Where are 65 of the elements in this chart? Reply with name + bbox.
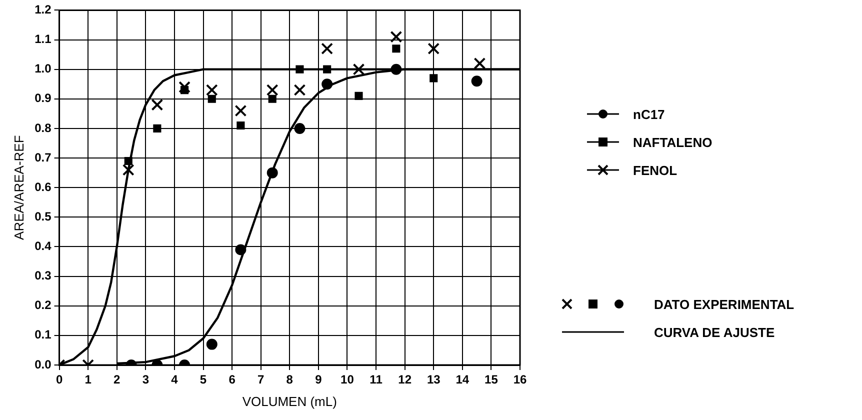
point bbox=[390, 30, 402, 43]
x-tick-label: 1 bbox=[84, 372, 92, 387]
point bbox=[474, 57, 486, 70]
y-tick-label: 0.4 bbox=[34, 239, 52, 254]
point bbox=[430, 74, 438, 82]
legend-label: CURVA DE AJUSTE bbox=[654, 324, 775, 340]
point bbox=[352, 63, 365, 76]
y-tick-label: 0.8 bbox=[34, 120, 52, 135]
point bbox=[124, 156, 132, 166]
point bbox=[268, 94, 276, 103]
y-tick-label: 0.2 bbox=[34, 298, 52, 312]
point bbox=[321, 42, 334, 55]
x-tick-label: 9 bbox=[315, 372, 322, 387]
point bbox=[208, 94, 216, 103]
point bbox=[266, 84, 278, 96]
x-tick-label: 6 bbox=[228, 372, 236, 387]
point bbox=[294, 122, 306, 134]
point bbox=[390, 64, 402, 75]
point bbox=[178, 81, 190, 94]
x-tick-label: 0 bbox=[56, 372, 63, 387]
point bbox=[122, 164, 134, 176]
x-tick-label: 7 bbox=[258, 372, 264, 387]
point bbox=[323, 65, 332, 74]
x-tick-label: 5 bbox=[200, 372, 207, 387]
point bbox=[180, 86, 189, 94]
x-tick-label: 11 bbox=[370, 372, 383, 387]
point bbox=[294, 84, 306, 96]
y-tick-label: 0.7 bbox=[34, 150, 52, 164]
x-tick-label: 4 bbox=[171, 372, 178, 387]
legend-label: NAFTALENO bbox=[633, 134, 712, 150]
y-tick-label: 1.0 bbox=[34, 62, 52, 76]
y-tick-label: 0.6 bbox=[34, 180, 52, 194]
y-tick-label: 0.5 bbox=[34, 209, 52, 224]
point bbox=[206, 84, 218, 96]
y-tick-label: 0.9 bbox=[34, 91, 52, 106]
x-tick-label: 13 bbox=[426, 372, 441, 387]
point bbox=[428, 42, 440, 55]
point bbox=[151, 98, 164, 111]
text: DATO EXPERIMENTAL bbox=[654, 296, 794, 312]
y-tick-label: 0.1 bbox=[34, 328, 52, 342]
legend-label: nC17 bbox=[633, 106, 665, 122]
point bbox=[234, 104, 247, 117]
y-tick-label: 1.2 bbox=[34, 2, 52, 17]
point bbox=[322, 78, 333, 90]
y-tick-label: 0.0 bbox=[34, 357, 52, 372]
x-tick-label: 10 bbox=[340, 372, 354, 387]
x-tick-label: 12 bbox=[398, 372, 412, 387]
point bbox=[354, 92, 363, 100]
y-tick-label: 1.1 bbox=[34, 32, 52, 46]
y-tick-label: 0.3 bbox=[34, 268, 52, 283]
point bbox=[471, 76, 482, 87]
point bbox=[296, 65, 304, 74]
legend-label: FENOL bbox=[633, 162, 678, 178]
x-axis-title: VOLUMEN (mL) bbox=[242, 394, 337, 409]
point bbox=[153, 124, 162, 132]
point bbox=[392, 44, 400, 53]
x-tick-label: 2 bbox=[114, 372, 121, 387]
x-tick-label: 15 bbox=[484, 372, 498, 387]
point bbox=[266, 167, 278, 178]
y-axis-title: AREA/AREA-REF bbox=[11, 135, 26, 240]
x-tick-label: 8 bbox=[286, 372, 294, 387]
x-tick-label: 16 bbox=[513, 372, 527, 387]
x-tick-label: 14 bbox=[456, 372, 470, 387]
x-tick-label: 3 bbox=[142, 372, 150, 387]
point bbox=[236, 121, 245, 130]
